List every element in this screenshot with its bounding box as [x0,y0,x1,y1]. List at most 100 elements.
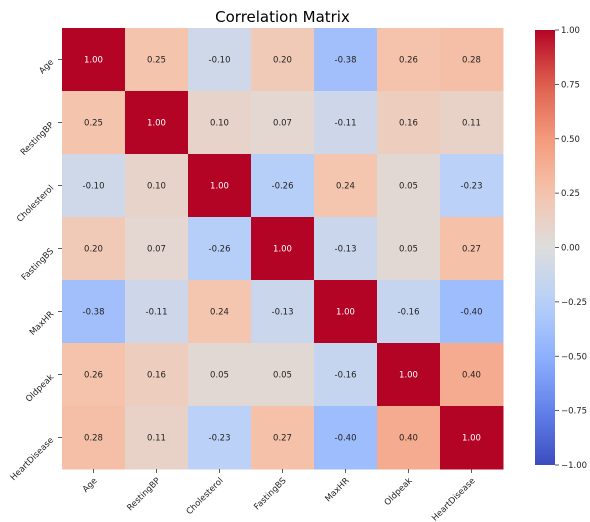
cell-value-label: 0.25 [84,119,103,129]
colorbar: 1.00 0.75 0.50 0.25 0.00 −0.25 −0.50 −0.75 −1.00 [535,26,587,471]
heatmap-cell [251,280,315,344]
heatmap-cell [377,91,441,155]
cell-value-label: 0.20 [84,245,103,255]
heatmap-cell [125,28,189,92]
colorbar-tick-label: −0.50 [561,352,587,362]
cell-value-label: -0.23 [209,434,231,444]
x-tick-label: MaxHR [323,476,351,504]
cell-value-label: -0.10 [209,56,231,66]
heatmap-cell [62,28,126,92]
y-tick-label: FastingBS [20,247,56,283]
heatmap-cell [251,406,315,470]
heatmap-cell [188,154,252,218]
heatmap-cell [377,280,441,344]
cell-value-label: 0.05 [273,371,292,381]
heatmap-cell [125,154,189,218]
cell-value-label: -0.13 [272,308,294,318]
heatmap-cell [251,343,315,407]
cell-value-label: -0.16 [335,371,357,381]
y-tick-label: Cholesterol [15,184,56,225]
colorbar-tick-label: −1.00 [561,461,587,471]
cell-value-label: 0.40 [399,434,418,444]
y-tick-label: HeartDisease [9,436,56,483]
heatmap-cell [440,154,504,218]
heatmap-cell [440,217,504,281]
cell-value-label: 0.16 [147,371,166,381]
cell-value-label: -0.40 [461,308,483,318]
heatmap-cell [314,28,378,92]
cell-value-label: 0.05 [399,245,418,255]
heatmap-cell [314,343,378,407]
cell-value-label: 1.00 [210,182,229,192]
colorbar-tick-label: 0.75 [561,80,580,90]
colorbar-tick-label: 0.25 [561,189,580,199]
heatmap-cell [125,217,189,281]
heatmap-cell [251,217,315,281]
heatmap-cell [62,343,126,407]
heatmap-cell [188,91,252,155]
cell-value-label: 0.07 [147,245,166,255]
heatmap-cell [377,28,441,92]
cell-value-label: -0.11 [335,119,357,129]
cell-value-label: 0.40 [462,371,481,381]
y-tick-label: Age [37,58,56,77]
cell-value-label: 0.26 [84,371,103,381]
cell-value-label: 1.00 [84,56,103,66]
cell-value-label: 0.26 [399,56,418,66]
cell-value-label: 0.27 [462,245,481,255]
cell-value-label: 0.16 [399,119,418,129]
heatmap-cell [62,154,126,218]
colorbar-gradient [535,30,555,465]
heatmap-cell [251,91,315,155]
cell-value-label: 0.10 [147,182,166,192]
y-tick-label: Oldpeak [24,373,56,405]
heatmap-cell [62,217,126,281]
heatmap-cell [188,280,252,344]
heatmap-cells: 1.00 0.25 -0.10 0.20 -0.38 0.26 0.28 0.25 1.00 0.… [62,28,504,470]
heatmap-cell [314,406,378,470]
cell-value-label: 0.05 [210,371,229,381]
heatmap-cell [188,343,252,407]
colorbar-tick-label: 1.00 [561,26,580,36]
cell-value-label: 0.28 [462,56,481,66]
heatmap-cell [440,280,504,344]
cell-value-label: 0.25 [147,56,166,66]
heatmap-cell [314,91,378,155]
cell-value-label: 1.00 [147,119,166,129]
colorbar-tick-label: −0.75 [561,407,587,417]
heatmap-cell [125,280,189,344]
heatmap-cell [188,28,252,92]
heatmap-cell [188,217,252,281]
y-tick-label: MaxHR [28,309,56,337]
cell-value-label: -0.23 [461,182,483,192]
heatmap-cell [62,406,126,470]
cell-value-label: -0.13 [335,245,357,255]
cell-value-label: 1.00 [462,434,481,444]
heatmap-cell [377,406,441,470]
x-tick-label: Age [81,476,100,495]
cell-value-label: 1.00 [399,371,418,381]
heatmap-cell [314,217,378,281]
y-tick-label: RestingBP [19,121,56,158]
heatmap-cell [440,406,504,470]
cell-value-label: 0.10 [210,119,229,129]
cell-value-label: 0.20 [273,56,292,66]
heatmap-cell [125,91,189,155]
x-axis-tick-labels: Age RestingBP Cholesterol FastingBS MaxHR Old… [81,469,478,522]
heatmap-cell [377,217,441,281]
x-tick-label: Cholesterol [185,476,226,517]
cell-value-label: 0.11 [147,434,166,444]
heatmap-cell [125,343,189,407]
colorbar-tick-label: −0.25 [561,298,587,308]
heatmap-cell [440,28,504,92]
heatmap-cell [125,406,189,470]
cell-value-label: 0.11 [462,119,481,129]
heatmap-cell [62,280,126,344]
cell-value-label: -0.38 [83,308,105,318]
cell-value-label: -0.38 [335,56,357,66]
cell-value-label: 0.05 [399,182,418,192]
cell-value-label: 0.07 [273,119,292,129]
heatmap-cell [377,154,441,218]
heatmap-cell [377,343,441,407]
colorbar-tick-label: 0.50 [561,135,580,145]
